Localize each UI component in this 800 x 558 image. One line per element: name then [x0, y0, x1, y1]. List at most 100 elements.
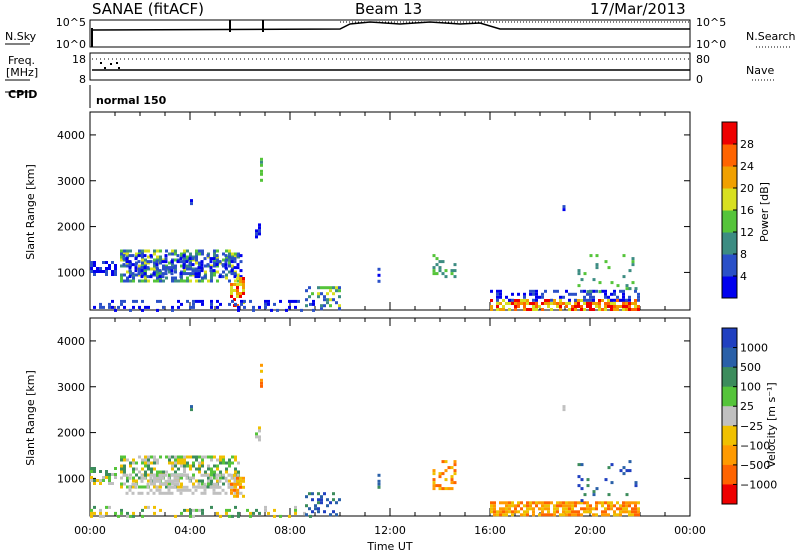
echo-cell — [523, 513, 526, 517]
echo-cell — [619, 513, 622, 517]
echo-cell — [105, 273, 108, 276]
echo-cell — [625, 510, 628, 514]
echo-cell — [210, 273, 213, 277]
echo-cell — [583, 302, 586, 305]
echo-cell — [174, 470, 177, 474]
echo-cell — [583, 289, 586, 293]
echo-cell — [595, 504, 598, 508]
echo-cell — [158, 476, 162, 480]
echo-cell — [556, 510, 559, 514]
echo-cell — [114, 270, 117, 273]
echo-cell — [499, 302, 502, 305]
echo-cell — [99, 305, 102, 309]
colorbar-segment — [722, 276, 737, 299]
echo-cell — [559, 302, 562, 305]
echo-cell — [450, 481, 454, 485]
echo-cell — [219, 514, 222, 518]
echo-cell — [634, 302, 637, 305]
echo-cell — [559, 308, 562, 311]
echo-cell — [153, 258, 156, 262]
colorbar-tick-label: 20 — [740, 182, 754, 195]
echo-cell — [102, 270, 105, 273]
echo-cell — [120, 273, 123, 277]
echo-cell — [195, 267, 198, 271]
echo-cell — [194, 488, 198, 492]
echo-cell — [562, 507, 565, 511]
echo-cell — [246, 508, 249, 512]
echo-cell — [197, 482, 201, 486]
echo-cell — [323, 304, 326, 308]
echo-cell — [162, 305, 165, 309]
echo-cell — [189, 511, 192, 515]
echo-cell — [122, 263, 126, 267]
echo-cell — [114, 267, 117, 270]
echo-cell — [580, 487, 584, 491]
echo-cell — [529, 507, 532, 511]
y-tick-label: 2000 — [57, 221, 85, 234]
echo-cell — [610, 308, 613, 311]
echo-cell — [165, 455, 168, 459]
echo-cell — [311, 498, 314, 502]
echo-cell — [236, 263, 240, 267]
echo-cell — [260, 378, 263, 382]
echo-cell — [212, 491, 216, 495]
echo-cell — [128, 476, 132, 480]
echo-cell — [237, 273, 240, 277]
echo-cell — [237, 461, 240, 465]
echo-cell — [192, 302, 195, 306]
echo-cell — [140, 473, 144, 477]
echo-cell — [114, 273, 117, 276]
echo-cell — [126, 264, 129, 268]
nsky-panel: N.Sky 10^5 10^0 10^5 10^0 N.Search — [5, 16, 796, 51]
echo-cell — [128, 275, 132, 279]
echo-cell — [180, 461, 183, 465]
echo-cell — [209, 257, 213, 261]
echo-cell — [490, 289, 493, 293]
echo-cell — [149, 260, 153, 264]
echo-cell — [144, 455, 147, 459]
echo-cell — [137, 272, 141, 276]
echo-cell — [120, 279, 123, 283]
echo-cell — [236, 292, 239, 295]
echo-cell — [141, 261, 144, 265]
echo-cell — [203, 491, 207, 495]
echo-cell — [490, 308, 493, 311]
echo-cell — [215, 254, 219, 258]
echo-cell — [571, 501, 574, 505]
echo-cell — [206, 473, 210, 477]
echo-cell — [185, 476, 189, 480]
echo-cell — [589, 292, 592, 296]
echo-cell — [122, 254, 126, 258]
echo-cell — [571, 308, 574, 311]
echo-cell — [93, 261, 96, 264]
echo-cell — [225, 470, 228, 474]
echo-cell — [312, 299, 315, 303]
echo-cell — [90, 470, 93, 473]
echo-cell — [628, 469, 632, 473]
echo-cell — [138, 264, 141, 268]
echo-cell — [176, 476, 180, 480]
echo-cell — [186, 249, 189, 253]
echo-cell — [188, 272, 192, 276]
echo-cell — [314, 504, 317, 508]
echo-cell — [159, 299, 162, 303]
echo-cell — [628, 308, 631, 311]
echo-cell — [147, 249, 150, 253]
echo-cell — [308, 295, 311, 299]
echo-cell — [213, 252, 216, 256]
echo-cell — [128, 488, 132, 492]
echo-cell — [243, 305, 246, 309]
echo-cell — [195, 508, 198, 512]
echo-cell — [438, 266, 442, 270]
echo-cell — [173, 482, 177, 486]
echo-cell — [201, 249, 204, 253]
echo-cell — [447, 487, 451, 491]
echo-cell — [224, 260, 228, 264]
echo-cell — [432, 469, 436, 473]
echo-cell — [586, 302, 589, 305]
echo-cell — [228, 252, 231, 256]
echo-cell — [637, 292, 640, 296]
echo-cell — [123, 464, 126, 468]
echo-cell — [432, 266, 436, 270]
